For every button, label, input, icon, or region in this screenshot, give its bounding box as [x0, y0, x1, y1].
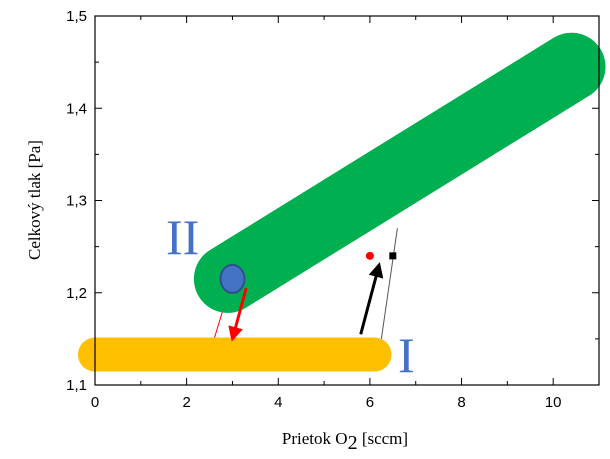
regions: [78, 32, 606, 372]
guide-line: [378, 228, 398, 355]
transition-arrow: [359, 262, 384, 335]
x-axis-title-unit: [sccm]: [358, 429, 409, 448]
transitions: [228, 262, 384, 342]
region-labels: III: [166, 209, 415, 383]
region-band-ii: [193, 32, 606, 313]
x-axis-title-subscript: 2: [348, 432, 358, 454]
region-label-ii: II: [166, 209, 199, 265]
x-tick-label: 4: [274, 394, 282, 411]
y-tick-label: 1,1: [66, 377, 87, 394]
tick-labels: 0 2 4 6 8 10 1,1 1,2 1,3 1,4 1,5: [66, 8, 561, 411]
y-tick-label: 1,5: [66, 8, 87, 25]
y-tick-label: 1,4: [66, 100, 87, 117]
x-tick-label: 8: [457, 394, 465, 411]
x-tick-label: 6: [366, 394, 374, 411]
x-tick-label: 0: [91, 394, 99, 411]
transition-arrow: [228, 287, 248, 342]
data-point-circle: [365, 251, 374, 260]
y-tick-label: 1,2: [66, 285, 87, 302]
y-tick-label: 1,3: [66, 193, 87, 210]
x-axis-title-main: Prietok O: [282, 429, 348, 448]
x-tick-label: 2: [182, 394, 190, 411]
plot-frame: [94, 15, 600, 386]
data-point-square: [389, 252, 397, 260]
y-axis-title: Celkový tlak [Pa]: [25, 140, 44, 260]
x-axis-title: Prietok O2 [sccm]: [282, 429, 408, 454]
region-label-i: I: [398, 327, 415, 383]
x-tick-label: 10: [545, 394, 562, 411]
data-points: [219, 251, 397, 294]
state-marker: [219, 263, 246, 294]
